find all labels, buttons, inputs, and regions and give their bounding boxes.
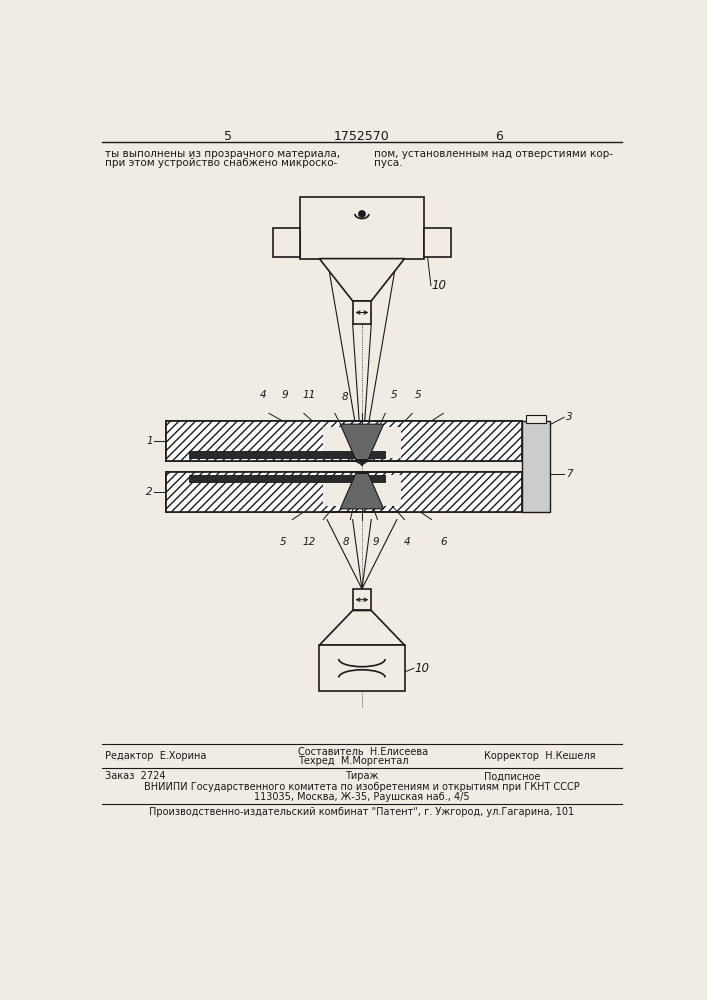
Text: 5: 5 [391, 390, 398, 400]
Text: ВНИИПИ Государственного комитета по изобретениям и открытиям при ГКНТ СССР: ВНИИПИ Государственного комитета по изоб… [144, 782, 580, 792]
Bar [166, 421, 522, 461]
Bar [522, 421, 549, 512]
Text: 3: 3 [566, 412, 573, 422]
Bar [300, 197, 424, 259]
Text: 4: 4 [259, 390, 266, 400]
Text: 7: 7 [566, 469, 573, 479]
Text: 1752570: 1752570 [334, 130, 390, 143]
Text: 10: 10 [414, 662, 430, 675]
Text: 11: 11 [303, 390, 316, 400]
Circle shape [358, 210, 366, 218]
Text: Заказ  2724: Заказ 2724 [105, 771, 166, 781]
Text: 6: 6 [440, 537, 447, 547]
Text: 8: 8 [343, 537, 350, 547]
Polygon shape [320, 610, 404, 645]
Text: пом, установленным над отверстиями кор-: пом, установленным над отверстиями кор- [373, 149, 612, 159]
Text: 5: 5 [414, 390, 421, 400]
Text: 9: 9 [373, 537, 379, 547]
Bar [166, 421, 323, 461]
Polygon shape [320, 259, 404, 301]
Text: Корректор  Н.Кешеля: Корректор Н.Кешеля [484, 751, 595, 761]
Text: при этом устройство снабжено микроско-: при этом устройство снабжено микроско- [105, 158, 338, 168]
Bar [401, 421, 522, 461]
Text: Тираж: Тираж [345, 771, 379, 781]
Text: 8: 8 [341, 392, 349, 402]
Bar [166, 421, 522, 461]
Bar [323, 427, 401, 458]
Bar [401, 472, 522, 512]
Bar [189, 451, 385, 458]
Text: 5: 5 [279, 537, 286, 547]
Polygon shape [340, 424, 384, 460]
Bar [166, 472, 522, 512]
Text: 1: 1 [146, 436, 153, 446]
Text: Техред  М.Моргентал: Техред М.Моргентал [298, 756, 408, 766]
Text: Редактор  Е.Хорина: Редактор Е.Хорина [105, 751, 207, 761]
Text: 4: 4 [404, 537, 410, 547]
Bar [189, 475, 385, 482]
Text: 9: 9 [281, 390, 288, 400]
Text: 5: 5 [224, 130, 232, 143]
Text: пуса.: пуса. [373, 158, 402, 168]
Bar [424, 228, 451, 257]
Text: Производственно-издательский комбинат "Патент", г. Ужгород, ул.Гагарина, 101: Производственно-издательский комбинат "П… [149, 807, 575, 817]
Text: 10: 10 [432, 279, 447, 292]
Bar [353, 301, 371, 324]
Bar [353, 589, 371, 610]
Text: 2: 2 [146, 487, 153, 497]
Bar [166, 472, 522, 512]
Text: ты выполнены из прозрачного материала,: ты выполнены из прозрачного материала, [105, 149, 341, 159]
Polygon shape [340, 473, 384, 509]
Bar [320, 645, 404, 691]
Bar [273, 228, 300, 257]
Text: 6: 6 [495, 130, 503, 143]
Text: Подписное: Подписное [484, 771, 540, 781]
Text: 12: 12 [303, 537, 316, 547]
Bar [526, 415, 546, 423]
Text: Составитель  Н.Елисеева: Составитель Н.Елисеева [298, 747, 428, 757]
Bar [323, 475, 401, 506]
Text: 113035, Москва, Ж-35, Раушская наб., 4/5: 113035, Москва, Ж-35, Раушская наб., 4/5 [254, 792, 469, 802]
Bar [166, 472, 323, 512]
